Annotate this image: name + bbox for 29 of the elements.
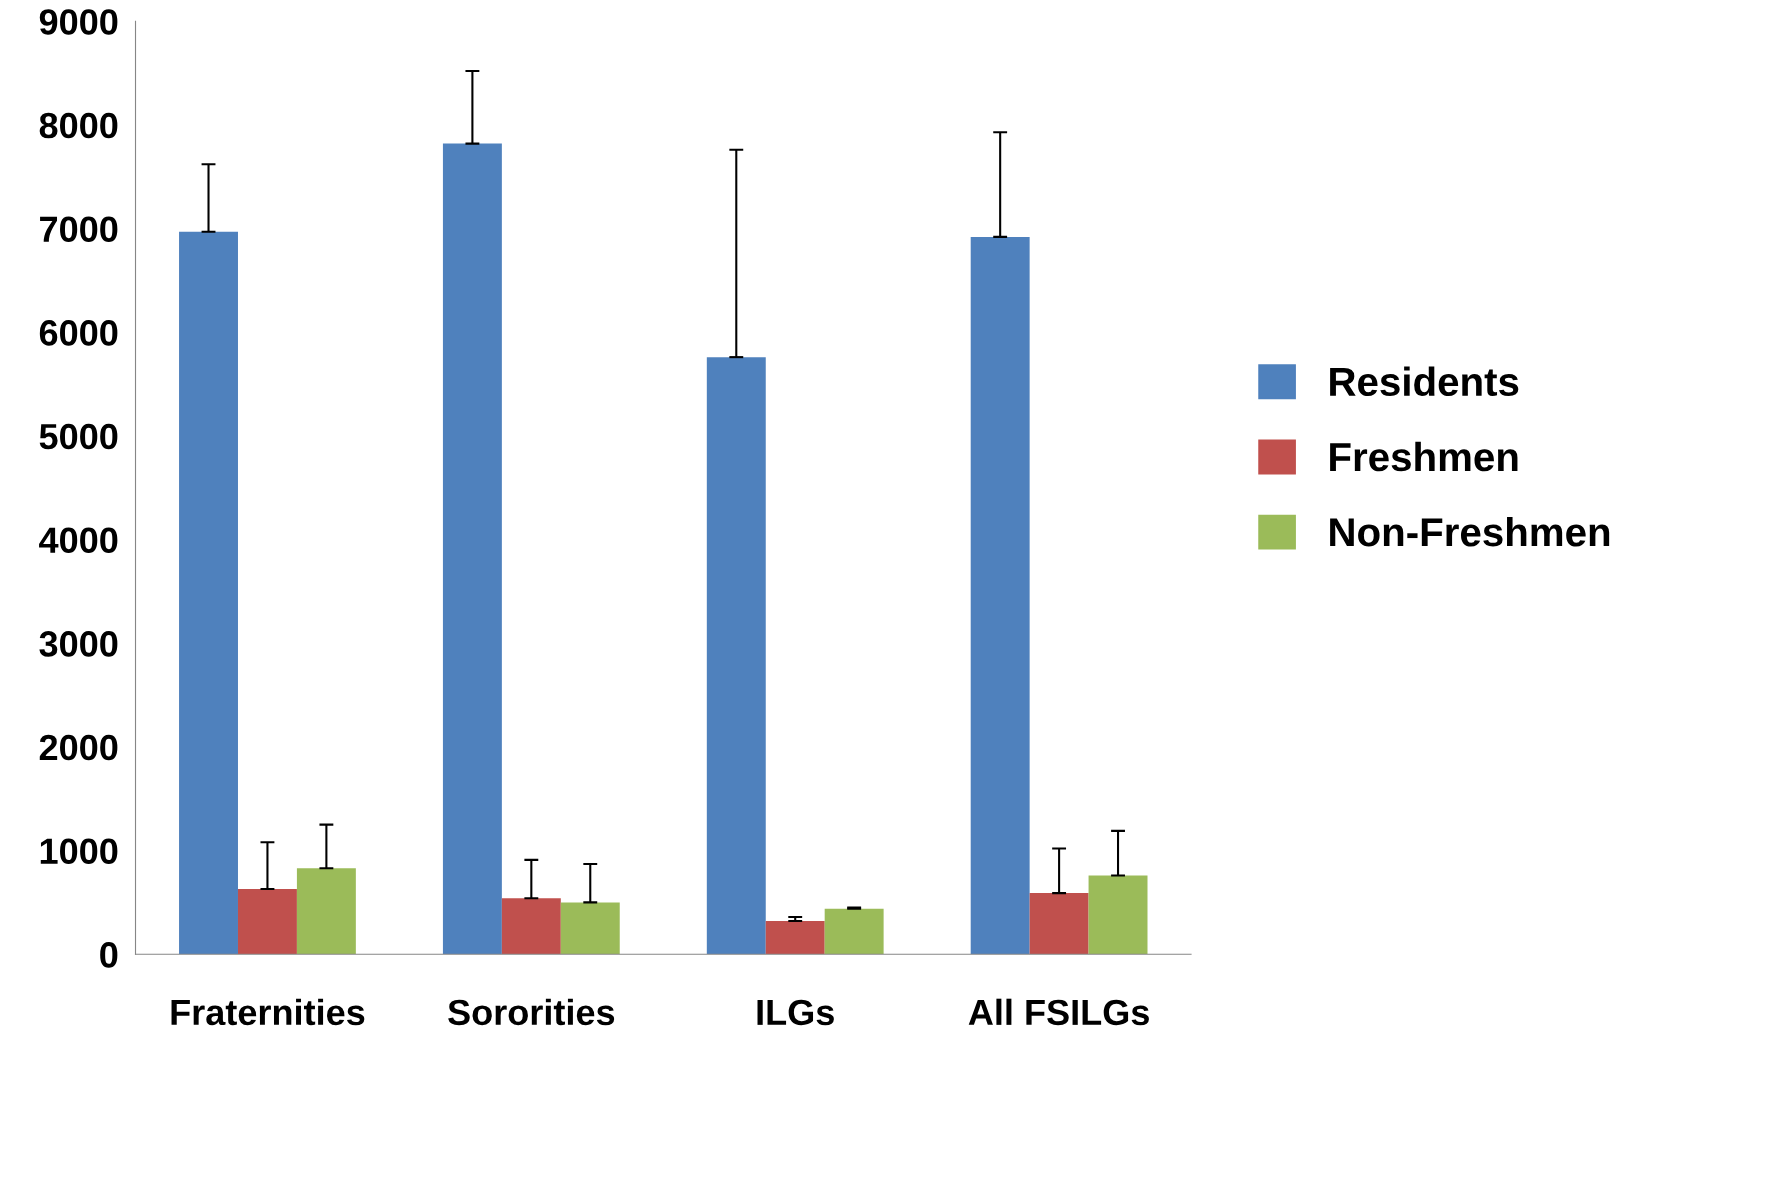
bar — [237, 888, 297, 955]
x-tick-label: All FSILGs — [968, 998, 1149, 1026]
y-tick-label: 0 — [100, 942, 118, 968]
legend-label: Freshmen — [1330, 441, 1518, 472]
x-tick-label: Fraternities — [171, 998, 365, 1026]
y-tick-label: 2000 — [39, 734, 118, 761]
bar — [1029, 893, 1089, 955]
bar — [706, 357, 766, 955]
bar — [501, 898, 561, 955]
bar — [179, 231, 238, 955]
y-tick-label: 6000 — [39, 320, 118, 346]
y-tick-label: 8000 — [39, 112, 118, 139]
bar — [296, 868, 356, 955]
x-tick-label: ILGs — [757, 999, 834, 1026]
bar — [560, 902, 620, 955]
y-tick-label: 3000 — [39, 631, 118, 657]
bar — [765, 921, 825, 955]
y-tick-label: 9000 — [39, 9, 118, 35]
bar — [824, 908, 884, 955]
y-tick-label: 4000 — [39, 527, 118, 554]
y-tick-label: 7000 — [40, 216, 118, 243]
bar — [1088, 875, 1148, 955]
legend-label: Non-Freshmen — [1330, 516, 1610, 547]
y-tick-label: 5000 — [39, 423, 118, 450]
y-tick-label: 1000 — [40, 838, 118, 865]
bar — [970, 236, 1030, 955]
x-tick-label: Sororities — [448, 998, 615, 1026]
bar — [442, 143, 502, 955]
legend-label: Residents — [1330, 366, 1519, 397]
